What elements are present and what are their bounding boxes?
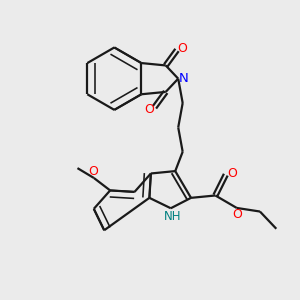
Text: NH: NH [164, 210, 181, 223]
Text: O: O [88, 166, 98, 178]
Text: O: O [227, 167, 237, 180]
Text: O: O [177, 42, 187, 55]
Text: O: O [144, 103, 154, 116]
Text: N: N [179, 72, 188, 85]
Text: O: O [232, 208, 242, 221]
